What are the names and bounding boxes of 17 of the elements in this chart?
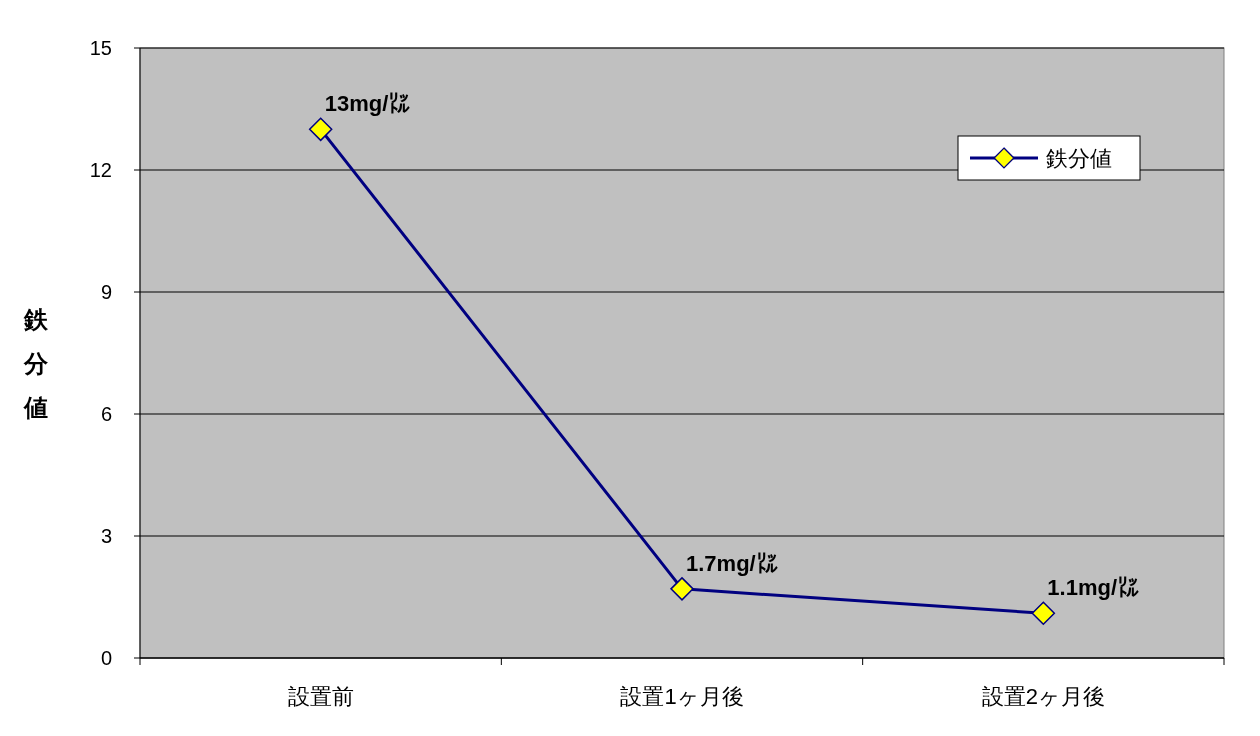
y-axis-title: 鉄分値 (23, 306, 49, 421)
x-tick-label: 設置1ヶ月後 (620, 684, 744, 709)
point (308, 117, 333, 142)
point (1031, 601, 1056, 626)
y-tick-label: 3 (100, 525, 112, 547)
y-tick-label: 9 (100, 281, 112, 303)
data-label: 1.1mg/㍑ (1047, 575, 1140, 601)
x-tick-label: 設置前 (287, 684, 354, 709)
point (670, 577, 694, 601)
y-tick-label: 12 (89, 159, 112, 181)
x-tick-label: 設置2ヶ月後 (981, 684, 1105, 709)
data-label: 1.7mg/㍑ (686, 550, 778, 576)
legend-label: 鉄分値 (1046, 145, 1112, 171)
data-label: 13mg/㍑ (324, 91, 411, 117)
y-tick-label: 0 (100, 647, 112, 669)
y-tick-label: 15 (89, 37, 112, 59)
y-tick-label: 6 (100, 403, 112, 425)
